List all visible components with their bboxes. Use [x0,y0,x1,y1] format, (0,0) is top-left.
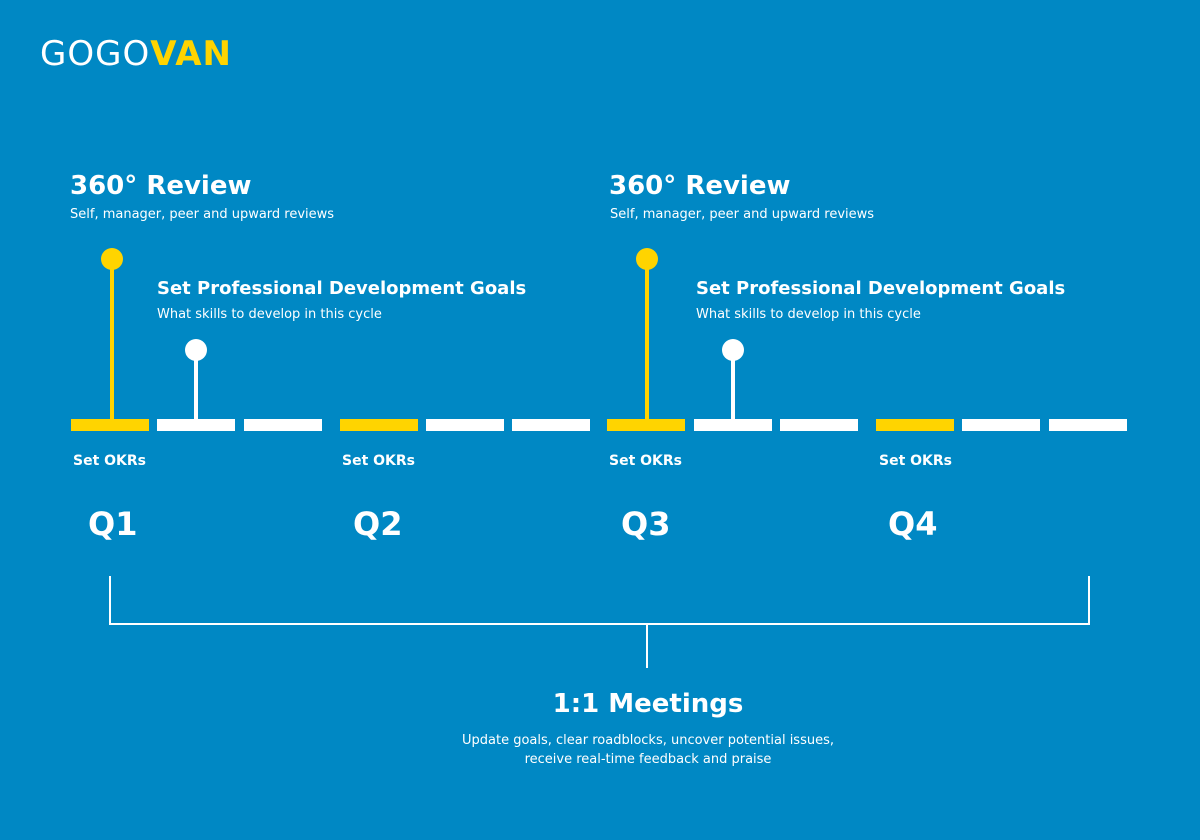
okr-label-q2: Set OKRs [342,453,416,469]
review-subtitle-1: Self, manager, peer and upward reviews [70,207,335,222]
goal-subtitle-1: What skills to develop in this cycle [157,307,382,322]
logo-text-gogo: GOGO [40,34,151,74]
bracket-center-stem [646,623,648,668]
meetings-title: 1:1 Meetings [552,689,744,719]
goal-subtitle-2: What skills to develop in this cycle [696,307,921,322]
quarter-label-q3: Q3 [621,505,671,543]
timeline-segment-q1-okr [71,419,149,431]
timeline-segment-q3-mid [694,419,772,431]
timeline-segment-q3-okr [607,419,685,431]
quarter-label-q2: Q2 [353,505,403,543]
review-pin-dot-2 [636,248,658,270]
review-pin-stem-2 [645,262,649,420]
timeline-segment-q3-end [780,419,858,431]
review-pin-stem-1 [110,262,114,420]
bracket-right-edge [1088,576,1090,625]
timeline-segment-q2-mid [426,419,504,431]
goal-pin-stem-2 [731,352,735,420]
gogovan-logo: GOGOVAN [40,34,232,74]
okr-label-q3: Set OKRs [609,453,683,469]
goal-title-2: Set Professional Development Goals [696,278,1066,299]
timeline-segment-q1-end [244,419,322,431]
timeline-segment-q2-okr [340,419,418,431]
bracket-base [109,623,1090,625]
review-subtitle-2: Self, manager, peer and upward reviews [610,207,875,222]
goal-pin-stem-1 [194,352,198,420]
logo-text-van: VAN [150,34,232,74]
meetings-description: Update goals, clear roadblocks, uncover … [398,731,898,769]
timeline-segment-q4-end [1049,419,1127,431]
timeline-segment-q4-mid [962,419,1040,431]
quarter-label-q1: Q1 [88,505,138,543]
timeline-segment-q1-mid [157,419,235,431]
okr-label-q4: Set OKRs [879,453,953,469]
review-title-2: 360° Review [609,171,791,201]
goal-pin-dot-2 [722,339,744,361]
goal-title-1: Set Professional Development Goals [157,278,527,299]
quarter-label-q4: Q4 [888,505,938,543]
goal-pin-dot-1 [185,339,207,361]
okr-label-q1: Set OKRs [73,453,147,469]
timeline-segment-q4-okr [876,419,954,431]
meetings-description-line-1: Update goals, clear roadblocks, uncover … [461,733,834,748]
review-pin-dot-1 [101,248,123,270]
bracket-left-edge [109,576,111,625]
timeline-segment-q2-end [512,419,590,431]
review-title-1: 360° Review [70,171,252,201]
meetings-description-line-2: receive real-time feedback and praise [524,752,772,767]
